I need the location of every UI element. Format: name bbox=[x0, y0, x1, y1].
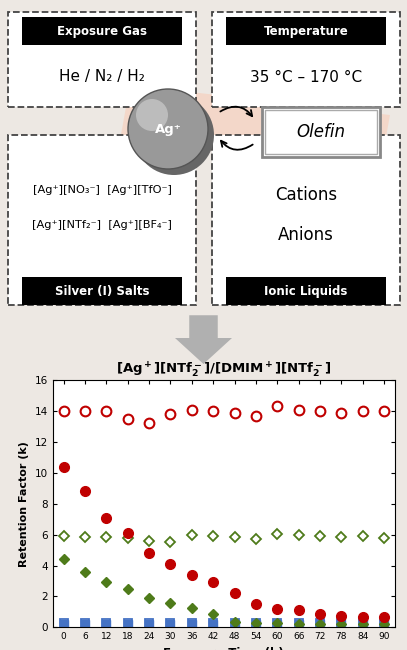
Bar bbox=[8, 12, 196, 107]
Bar bbox=[262, 107, 380, 157]
Bar bbox=[265, 110, 377, 154]
Text: Cations: Cations bbox=[275, 186, 337, 204]
Bar bbox=[212, 135, 400, 305]
X-axis label: Exposure Time (h): Exposure Time (h) bbox=[164, 647, 284, 650]
Text: Ag⁺: Ag⁺ bbox=[155, 122, 182, 135]
Text: Ionic Liquids: Ionic Liquids bbox=[264, 285, 348, 298]
Bar bbox=[22, 17, 182, 45]
Polygon shape bbox=[120, 85, 390, 170]
Text: Olefin: Olefin bbox=[297, 123, 346, 141]
Text: 35 °C – 170 °C: 35 °C – 170 °C bbox=[250, 70, 362, 84]
Text: He / N₂ / H₂: He / N₂ / H₂ bbox=[59, 70, 145, 84]
Bar bbox=[8, 135, 196, 305]
Bar bbox=[226, 277, 386, 305]
Bar bbox=[22, 277, 182, 305]
Bar bbox=[226, 17, 386, 45]
Text: Anions: Anions bbox=[278, 226, 334, 244]
Text: Temperature: Temperature bbox=[264, 25, 348, 38]
Circle shape bbox=[136, 99, 168, 131]
Circle shape bbox=[128, 89, 208, 169]
Y-axis label: Retention Factor (k): Retention Factor (k) bbox=[19, 441, 29, 567]
Text: Exposure Gas: Exposure Gas bbox=[57, 25, 147, 38]
Text: Silver (I) Salts: Silver (I) Salts bbox=[55, 285, 149, 298]
Text: [Ag⁺][NTf₂⁻]  [Ag⁺][BF₄⁻]: [Ag⁺][NTf₂⁻] [Ag⁺][BF₄⁻] bbox=[32, 220, 172, 230]
Polygon shape bbox=[175, 315, 232, 364]
Title: $\mathbf{[Ag^+][NTf_2^-]/[DMIM^+][NTf_2^-]}$: $\mathbf{[Ag^+][NTf_2^-]/[DMIM^+][NTf_2^… bbox=[116, 360, 332, 379]
Bar bbox=[212, 12, 400, 107]
Text: [Ag⁺][NO₃⁻]  [Ag⁺][TfO⁻]: [Ag⁺][NO₃⁻] [Ag⁺][TfO⁻] bbox=[33, 185, 171, 195]
Circle shape bbox=[134, 95, 214, 175]
